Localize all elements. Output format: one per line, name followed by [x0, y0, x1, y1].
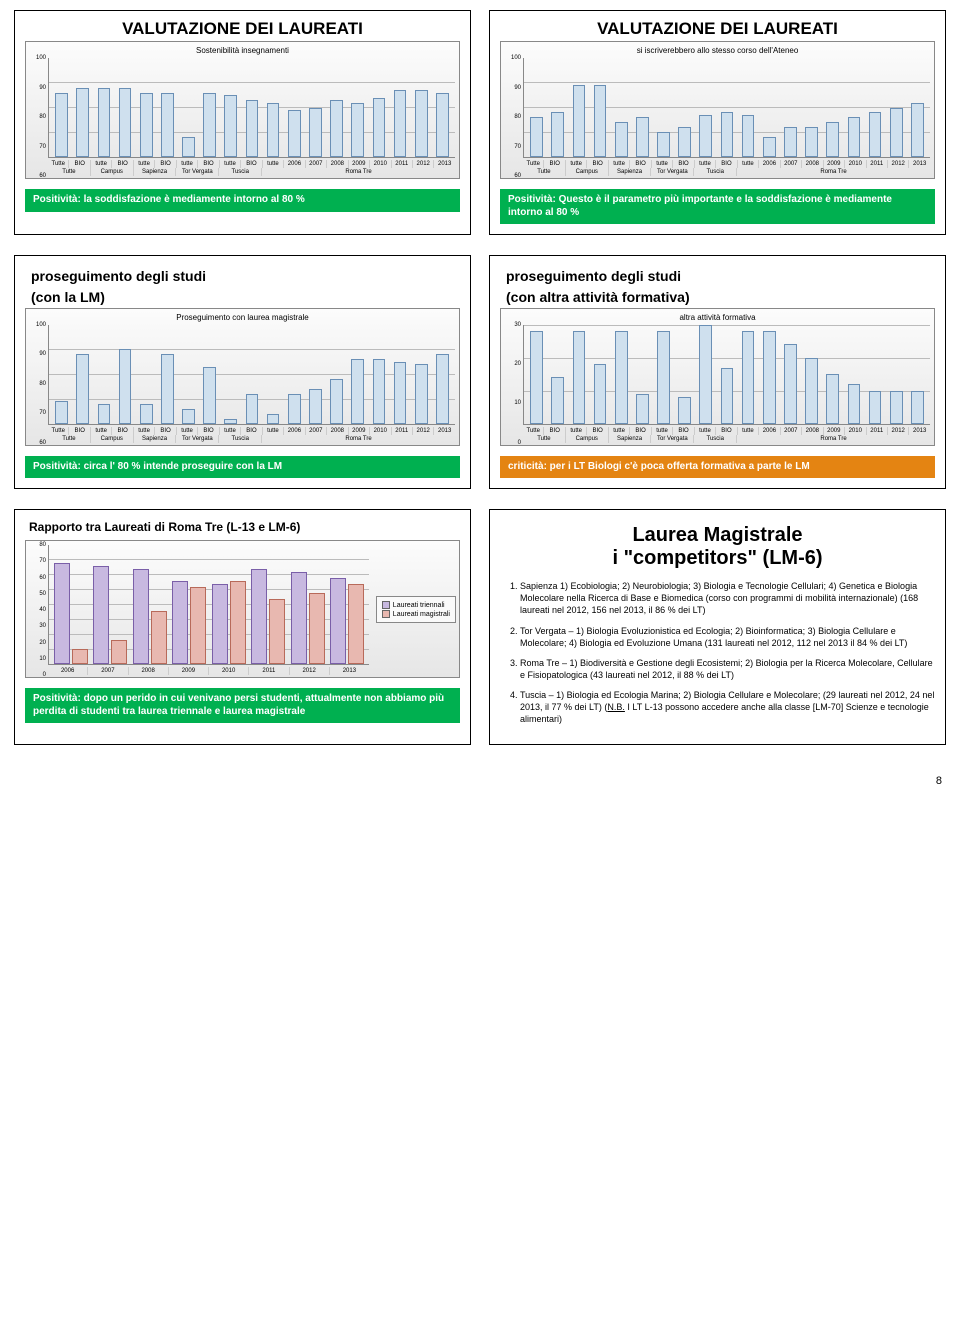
legend-swatch-a: [382, 601, 390, 609]
title-line-1: Laurea Magistrale: [632, 524, 802, 546]
slide-competitors: Laurea Magistrale i "competitors" (LM-6)…: [489, 509, 946, 744]
chart-container: Sostenibilità insegnamenti 60708090100 T…: [25, 41, 460, 179]
slide-title: VALUTAZIONE DEI LAUREATI: [500, 19, 935, 39]
competitors-list: Sapienza 1) Ecobiologia; 2) Neurobiologi…: [500, 580, 935, 725]
slide-title-line2: (con altra attività formativa): [506, 289, 935, 306]
grouped-bar-chart: [48, 545, 369, 665]
slide-valutazione-sostenibilita: VALUTAZIONE DEI LAUREATI Sostenibilità i…: [14, 10, 471, 235]
x-axis-years: 20062007200820092010201120122013: [48, 667, 369, 675]
y-axis-ticks: 0102030: [505, 325, 521, 443]
legend: Laureati triennali Laureati magistrali: [376, 596, 456, 623]
slide-title-line1: proseguimento degli studi: [506, 268, 935, 285]
x-axis-labels-row1: TutteBIOtutteBIOtutteBIOtutteBIOtutteBIO…: [48, 427, 455, 435]
positivity-banner: Positività: Questo è il parametro più im…: [500, 189, 935, 224]
criticality-banner: criticità: per i LT Biologi c'è poca off…: [500, 456, 935, 479]
slide-valutazione-iscrizione: VALUTAZIONE DEI LAUREATI si iscriverebbe…: [489, 10, 946, 235]
slide-title: Laurea Magistrale i "competitors" (LM-6): [500, 524, 935, 570]
chart-container: si iscriverebbero allo stesso corso dell…: [500, 41, 935, 179]
page-grid: VALUTAZIONE DEI LAUREATI Sostenibilità i…: [0, 0, 960, 775]
chart-subtitle: si iscriverebbero allo stesso corso dell…: [505, 46, 930, 55]
page-number: 8: [0, 775, 960, 787]
slide-title-line1: proseguimento degli studi: [31, 268, 460, 285]
chart-subtitle: Proseguimento con laurea magistrale: [30, 313, 455, 322]
positivity-banner: Positività: dopo un perido in cui veniva…: [25, 688, 460, 723]
slide-proseguimento-lm: proseguimento degli studi (con la LM) Pr…: [14, 255, 471, 489]
positivity-banner: Positività: la soddisfazione è mediament…: [25, 189, 460, 212]
bar-chart: [523, 325, 930, 425]
chart-subtitle: Sostenibilità insegnamenti: [30, 46, 455, 55]
y-axis-ticks: 01020304050607080: [30, 545, 46, 675]
legend-swatch-b: [382, 610, 390, 618]
chart-container: Proseguimento con laurea magistrale 6070…: [25, 308, 460, 446]
x-axis-labels-row2: TutteCampusSapienzaTor VergataTusciaRoma…: [523, 435, 930, 443]
slide-title: Rapporto tra Laureati di Roma Tre (L-13 …: [29, 520, 460, 534]
slide-rapporto-laureati: Rapporto tra Laureati di Roma Tre (L-13 …: [14, 509, 471, 744]
legend-label-b: Laureati magistrali: [393, 611, 450, 618]
title-line-2: i "competitors" (LM-6): [612, 547, 822, 569]
bar-chart: [523, 58, 930, 158]
chart-container: altra attività formativa 0102030 TutteBI…: [500, 308, 935, 446]
slide-proseguimento-altra: proseguimento degli studi (con altra att…: [489, 255, 946, 489]
slide-title-line2: (con la LM): [31, 289, 460, 306]
x-axis-labels-row1: TutteBIOtutteBIOtutteBIOtutteBIOtutteBIO…: [48, 160, 455, 168]
bar-chart: [48, 325, 455, 425]
y-axis-ticks: 60708090100: [30, 58, 46, 176]
legend-label-a: Laureati triennali: [393, 602, 445, 609]
x-axis-labels-row1: TutteBIOtutteBIOtutteBIOtutteBIOtutteBIO…: [523, 160, 930, 168]
x-axis-labels-row2: TutteCampusSapienzaTor VergataTusciaRoma…: [48, 435, 455, 443]
x-axis-labels-row2: TutteCampusSapienzaTor VergataTusciaRoma…: [48, 168, 455, 176]
y-axis-ticks: 60708090100: [505, 58, 521, 176]
positivity-banner: Positività: circa l' 80 % intende proseg…: [25, 456, 460, 479]
slide-title: VALUTAZIONE DEI LAUREATI: [25, 19, 460, 39]
y-axis-ticks: 60708090100: [30, 325, 46, 443]
bar-chart: [48, 58, 455, 158]
chart-subtitle: altra attività formativa: [505, 313, 930, 322]
x-axis-labels-row1: TutteBIOtutteBIOtutteBIOtutteBIOtutteBIO…: [523, 427, 930, 435]
x-axis-labels-row2: TutteCampusSapienzaTor VergataTusciaRoma…: [523, 168, 930, 176]
